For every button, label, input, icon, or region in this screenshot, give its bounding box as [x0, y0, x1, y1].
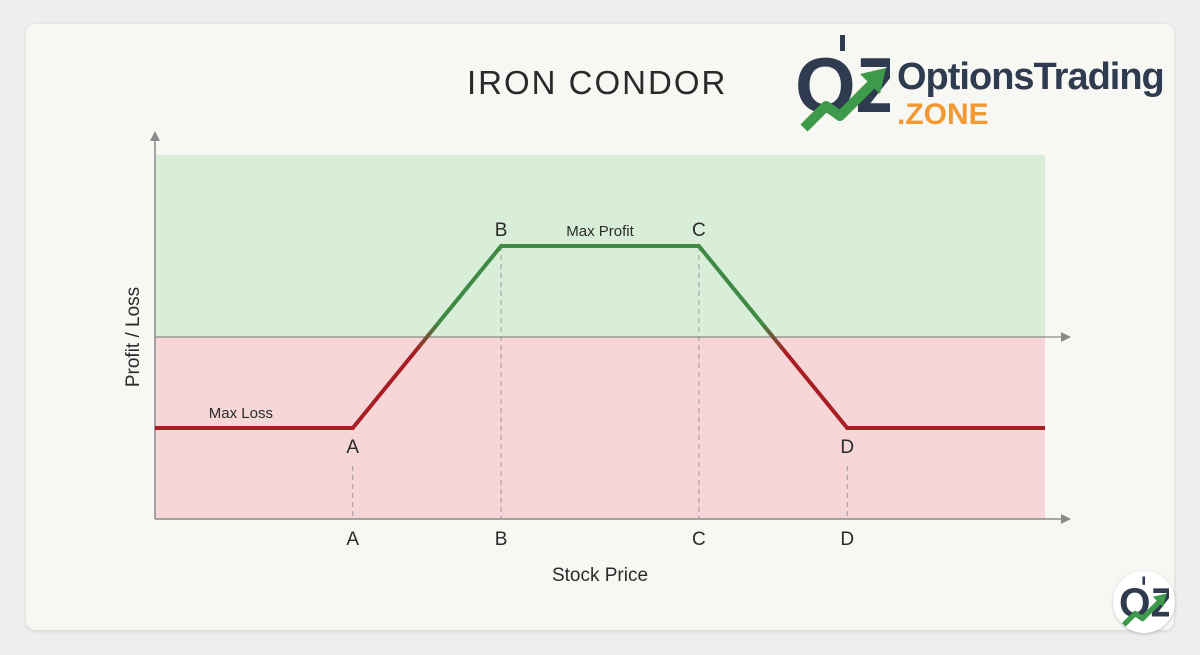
payoff-line [155, 244, 1045, 430]
x-axis-label: Stock Price [552, 565, 648, 586]
max-loss-annotation: Max Loss [209, 405, 273, 422]
point-label-c: C [692, 220, 706, 241]
x-tick-label-a: A [346, 529, 359, 550]
x-tick-label-c: C [692, 529, 706, 550]
brand-logo[interactable]: OptionsTrading .ZONE [897, 56, 1165, 131]
brand-domain: .ZONE [897, 98, 989, 131]
point-label-a: A [346, 437, 359, 458]
guide-lines [352, 246, 848, 519]
brand-logo-icon: OZ [796, 35, 890, 132]
y-axis-label: Profit / Loss [123, 287, 144, 387]
corner-logo-icon: OZ [1119, 576, 1169, 627]
max-profit-annotation: Max Profit [566, 223, 634, 240]
corner-logo-badge[interactable]: OZ [1113, 571, 1175, 633]
x-tick-label-b: B [495, 529, 508, 550]
point-label-d: D [840, 437, 854, 458]
chart-title: IRON CONDOR [467, 64, 728, 101]
point-label-b: B [495, 220, 508, 241]
x-tick-label-d: D [840, 529, 854, 550]
brand-name: OptionsTrading [897, 56, 1165, 98]
